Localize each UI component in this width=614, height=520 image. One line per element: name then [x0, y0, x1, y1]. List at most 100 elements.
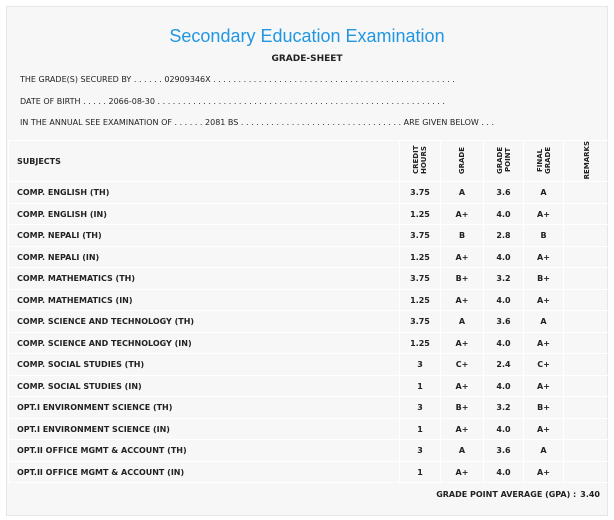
grade-point-cell: 3.6: [483, 439, 524, 462]
grade-point-cell: 4.0: [483, 202, 524, 226]
grades-table: SUBJECTS CREDIT HOURS GRADE GRADE POINT …: [8, 139, 611, 484]
grade-point-cell: 4.0: [483, 417, 524, 441]
page-title: Secondary Education Examination: [169, 26, 445, 46]
subject-cell: OPT.II OFFICE MGMT & ACCOUNT (TH): [8, 439, 400, 462]
final-grade-cell: A: [523, 439, 564, 462]
grade-cell: A+: [440, 460, 484, 484]
final-grade-cell: A+: [523, 288, 564, 312]
subject-cell: OPT.II OFFICE MGMT & ACCOUNT (IN): [8, 460, 400, 484]
grade-point-cell: 3.2: [483, 396, 524, 419]
grade-point-cell: 4.0: [483, 374, 524, 398]
gpa-label: GRADE POINT AVERAGE (GPA) :: [436, 490, 577, 499]
subject-cell: COMP. SCIENCE AND TECHNOLOGY (IN): [8, 331, 400, 355]
sheet-subtitle: GRADE-SHEET: [271, 54, 343, 64]
grade-cell: A: [440, 181, 484, 204]
table-row: COMP. SCIENCE AND TECHNOLOGY (TH) 3.75 A 3.…: [8, 310, 611, 333]
grade-cell: A: [440, 310, 484, 333]
subject-cell: OPT.I ENVIRONMENT SCIENCE (IN): [8, 417, 400, 441]
remarks-cell: [563, 374, 611, 398]
remarks-cell: [563, 353, 611, 376]
table-row: COMP. SOCIAL STUDIES (IN) 1 A+ 4.0 A+: [8, 374, 611, 398]
remarks-cell: [563, 288, 611, 312]
final-grade-cell: A+: [523, 417, 564, 441]
secured-by-line: THE GRADE(S) SECURED BY . . . . . . 0290…: [20, 75, 455, 84]
subject-cell: COMP. ENGLISH (IN): [8, 202, 400, 226]
remarks-cell: [563, 460, 611, 484]
grade-cell: B: [440, 224, 484, 247]
final-grade-cell: B+: [523, 396, 564, 419]
grade-cell: A+: [440, 417, 484, 441]
subject-cell: COMP. MATHEMATICS (TH): [8, 267, 400, 290]
grade-cell: A+: [440, 245, 484, 269]
dob-line: DATE OF BIRTH . . . . . 2066-08-30 . . .…: [20, 97, 445, 106]
credit-hours-cell: 1: [399, 460, 441, 484]
credit-hours-cell: 3: [399, 396, 441, 419]
table-row: COMP. ENGLISH (IN) 1.25 A+ 4.0 A+: [8, 202, 611, 226]
final-grade-cell: A+: [523, 460, 564, 484]
subject-cell: COMP. MATHEMATICS (IN): [8, 288, 400, 312]
grade-cell: B+: [440, 267, 484, 290]
subject-cell: COMP. SCIENCE AND TECHNOLOGY (TH): [8, 310, 400, 333]
exam-line: IN THE ANNUAL SEE EXAMINATION OF . . . .…: [20, 118, 495, 127]
final-grade-cell: A+: [523, 331, 564, 355]
subject-cell: OPT.I ENVIRONMENT SCIENCE (TH): [8, 396, 400, 419]
final-grade-cell: B: [523, 224, 564, 247]
table-row: COMP. MATHEMATICS (TH) 3.75 B+ 3.2 B+: [8, 267, 611, 290]
subject-cell: COMP. SOCIAL STUDIES (IN): [8, 374, 400, 398]
remarks-cell: [563, 267, 611, 290]
subject-cell: COMP. SOCIAL STUDIES (TH): [8, 353, 400, 376]
header-remarks: REMARKS: [583, 141, 591, 180]
table-row: OPT.I ENVIRONMENT SCIENCE (IN) 1 A+ 4.0 A+: [8, 417, 611, 441]
final-grade-cell: A: [523, 310, 564, 333]
credit-hours-cell: 1.25: [399, 245, 441, 269]
credit-hours-cell: 1.25: [399, 202, 441, 226]
final-grade-cell: C+: [523, 353, 564, 376]
credit-hours-cell: 1.25: [399, 288, 441, 312]
grade-cell: B+: [440, 396, 484, 419]
header-final-grade: FINAL GRADE: [535, 146, 552, 174]
gpa-value: 3.40: [580, 490, 600, 499]
grade-point-cell: 4.0: [483, 245, 524, 269]
grade-cell: A+: [440, 202, 484, 226]
grade-cell: A+: [440, 331, 484, 355]
header-credit-hours: CREDIT HOURS: [412, 145, 428, 175]
remarks-cell: [563, 439, 611, 462]
credit-hours-cell: 3.75: [399, 267, 441, 290]
remarks-cell: [563, 310, 611, 333]
gpa-summary: GRADE POINT AVERAGE (GPA) :3.40: [432, 490, 600, 499]
credit-hours-cell: 1.25: [399, 331, 441, 355]
table-row: OPT.II OFFICE MGMT & ACCOUNT (TH) 3 A 3.6 A: [8, 439, 611, 462]
credit-hours-cell: 1: [399, 374, 441, 398]
final-grade-cell: A+: [523, 374, 564, 398]
final-grade-cell: A: [523, 181, 564, 204]
table-row: COMP. SOCIAL STUDIES (TH) 3 C+ 2.4 C+: [8, 353, 611, 376]
remarks-cell: [563, 224, 611, 247]
remarks-cell: [563, 202, 611, 226]
grade-point-cell: 4.0: [483, 288, 524, 312]
table-row: COMP. MATHEMATICS (IN) 1.25 A+ 4.0 A+: [8, 288, 611, 312]
remarks-cell: [563, 396, 611, 419]
table-row: COMP. NEPALI (TH) 3.75 B 2.8 B: [8, 224, 611, 247]
subject-cell: COMP. NEPALI (IN): [8, 245, 400, 269]
table-header: SUBJECTS CREDIT HOURS GRADE GRADE POINT …: [8, 139, 611, 183]
grade-cell: A: [440, 439, 484, 462]
table-row: COMP. SCIENCE AND TECHNOLOGY (IN) 1.25 A+ 4…: [8, 331, 611, 355]
final-grade-cell: A+: [523, 202, 564, 226]
grade-cell: C+: [440, 353, 484, 376]
credit-hours-cell: 3.75: [399, 181, 441, 204]
credit-hours-cell: 3.75: [399, 310, 441, 333]
grade-point-cell: 3.2: [483, 267, 524, 290]
grade-cell: A+: [440, 288, 484, 312]
grade-point-cell: 3.6: [483, 181, 524, 204]
header-grade: GRADE: [458, 146, 466, 174]
credit-hours-cell: 3: [399, 353, 441, 376]
grade-point-cell: 3.6: [483, 310, 524, 333]
subject-cell: COMP. NEPALI (TH): [8, 224, 400, 247]
grade-point-cell: 2.8: [483, 224, 524, 247]
grade-point-cell: 4.0: [483, 331, 524, 355]
table-row: OPT.I ENVIRONMENT SCIENCE (TH) 3 B+ 3.2 B+: [8, 396, 611, 419]
final-grade-cell: B+: [523, 267, 564, 290]
table-row: COMP. NEPALI (IN) 1.25 A+ 4.0 A+: [8, 245, 611, 269]
grade-point-cell: 2.4: [483, 353, 524, 376]
credit-hours-cell: 3.75: [399, 224, 441, 247]
